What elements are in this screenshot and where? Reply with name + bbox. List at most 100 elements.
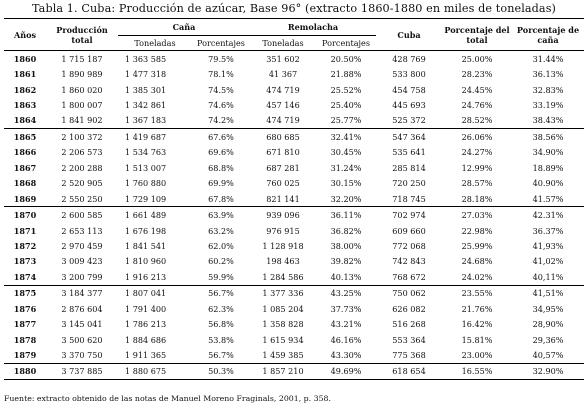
table-row: 1868 2 520 905 1 760 880 69.9% 760 025 30.15%… <box>4 176 584 191</box>
porcentaje-total-cell: 12.99% <box>461 162 493 173</box>
porcentaje-total-cell: 24.76% <box>461 100 493 111</box>
porcentaje-total-cell: 25.00% <box>461 53 493 64</box>
porcentaje-cana-cell: 18.89% <box>532 162 564 173</box>
cana-toneladas-cell: 1 661 489 <box>118 206 192 223</box>
cana-porcentaje-cell: 69.6% <box>208 147 234 158</box>
cuba-cell: 768 672 <box>392 271 426 282</box>
remolacha-toneladas-cell: 1 358 828 <box>262 319 304 330</box>
porcentaje-total-cell: 24.02% <box>461 271 493 282</box>
sugar-production-table: Años Producción total Caña Remolacha Cub… <box>4 18 585 381</box>
table-row: 1863 1 800 007 1 342 861 74.6% 457 146 25.40%… <box>4 97 584 112</box>
produccion-cell: 3 009 423 <box>61 256 103 267</box>
header-remolacha: Remolacha <box>250 18 377 36</box>
produccion-cell: 3 184 377 <box>46 284 118 301</box>
remolacha-porcentaje-cell: 36.11% <box>316 206 377 223</box>
header-porcentaje-cana: Porcentaje de caña <box>516 24 580 45</box>
porcentaje-total-cell: 28.57% <box>461 178 493 189</box>
cana-porcentaje-cell: 74.6% <box>208 100 234 111</box>
remolacha-porcentaje-cell: 43.21% <box>330 319 362 330</box>
cana-porcentaje-cell: 68.8% <box>208 162 234 173</box>
cana-porcentaje-cell: 59.9% <box>208 271 234 282</box>
cuba-cell: 775 368 <box>392 350 426 361</box>
produccion-cell: 1 841 902 <box>61 115 103 126</box>
porcentaje-cana-cell: 40,11% <box>532 271 564 282</box>
table-row: 1870 2 600 585 1 661 489 63.9% 939 096 36.11%… <box>4 206 585 223</box>
remolacha-toneladas-cell: 680 685 <box>250 128 317 145</box>
header-cana: Caña <box>118 18 251 36</box>
cana-porcentaje-cell: 74.5% <box>208 84 234 95</box>
cuba-cell: 516 268 <box>392 319 426 330</box>
year-cell: 1873 <box>13 256 37 267</box>
porcentaje-cana-cell: 28,90% <box>532 319 564 330</box>
remolacha-porcentaje-cell: 46.16% <box>330 334 362 345</box>
cana-porcentaje-cell: 56.7% <box>208 350 234 361</box>
cana-toneladas-cell: 1 807 041 <box>118 284 192 301</box>
cana-toneladas-cell: 1 385 301 <box>125 84 167 95</box>
cuba-cell: 454 758 <box>392 84 426 95</box>
year-cell: 1860 <box>13 53 37 64</box>
header-anos: Años <box>13 29 37 40</box>
remolacha-porcentaje-cell: 49.69% <box>316 362 377 381</box>
year-cell: 1864 <box>13 115 37 126</box>
porcentaje-cana-cell: 36.37% <box>532 225 564 236</box>
source-note: Fuente: extracto obtenido de las notas d… <box>4 394 331 403</box>
remolacha-toneladas-cell: 41 367 <box>268 69 298 80</box>
remolacha-porcentaje-cell: 32.20% <box>330 193 362 204</box>
porcentaje-total-cell: 23.00% <box>461 350 493 361</box>
cana-porcentaje-cell: 60.2% <box>208 256 234 267</box>
cuba-cell: 535 641 <box>392 147 426 158</box>
porcentaje-total-cell: 21.76% <box>461 303 493 314</box>
porcentaje-total-cell: 26.06% <box>442 128 513 145</box>
cuba-cell: 720 250 <box>392 178 426 189</box>
produccion-cell: 3 200 799 <box>61 271 103 282</box>
year-cell: 1880 <box>4 362 46 381</box>
remolacha-toneladas-cell: 198 463 <box>266 256 300 267</box>
remolacha-toneladas-cell: 1 459 385 <box>262 350 304 361</box>
table-row: 1875 3 184 377 1 807 041 56.7% 1 377 336 43.2… <box>4 284 585 301</box>
porcentaje-cana-cell: 40,57% <box>532 350 564 361</box>
remolacha-porcentaje-cell: 38.00% <box>330 240 362 251</box>
remolacha-toneladas-cell: 976 915 <box>266 225 300 236</box>
porcentaje-cana-cell: 38.56% <box>512 128 585 145</box>
remolacha-porcentaje-cell: 37.73% <box>330 303 362 314</box>
table-row: 1876 2 876 604 1 791 400 62.3% 1 085 204 37.7… <box>4 301 584 316</box>
porcentaje-cana-cell: 41.57% <box>532 193 564 204</box>
remolacha-porcentaje-cell: 25.52% <box>330 84 362 95</box>
table-row: 1861 1 890 989 1 477 318 78.1% 41 367 21.88% 5… <box>4 66 584 81</box>
remolacha-porcentaje-cell: 25.77% <box>330 115 362 126</box>
year-cell: 1874 <box>13 271 37 282</box>
porcentaje-total-cell: 16.42% <box>461 319 493 330</box>
produccion-cell: 2 200 288 <box>61 162 103 173</box>
table-row: 1866 2 206 573 1 534 763 69.6% 671 810 30.45%… <box>4 145 584 160</box>
table-row: 1862 1 860 020 1 385 301 74.5% 474 719 25.52%… <box>4 82 584 97</box>
table-row: 1871 2 653 113 1 676 198 63.2% 976 915 36.82%… <box>4 223 584 238</box>
cana-toneladas-cell: 1 367 183 <box>125 115 167 126</box>
remolacha-toneladas-cell: 1 085 204 <box>262 303 304 314</box>
porcentaje-total-cell: 28.23% <box>461 69 493 80</box>
produccion-cell: 2 520 905 <box>61 178 103 189</box>
cana-toneladas-cell: 1 791 400 <box>125 303 167 314</box>
header-remolacha-porcentajes: Porcentajes <box>322 38 370 48</box>
produccion-cell: 1 800 007 <box>61 100 103 111</box>
cana-toneladas-cell: 1 760 880 <box>125 178 167 189</box>
porcentaje-total-cell: 28.52% <box>461 115 493 126</box>
cana-porcentaje-cell: 56.7% <box>192 284 251 301</box>
cana-toneladas-cell: 1 477 318 <box>125 69 167 80</box>
remolacha-porcentaje-cell: 32.41% <box>316 128 377 145</box>
cana-porcentaje-cell: 62.0% <box>208 240 234 251</box>
table-row: 1865 2 100 372 1 419 687 67.6% 680 685 32.41%… <box>4 128 585 145</box>
table-row: 1873 3 009 423 1 810 960 60.2% 198 463 39.82%… <box>4 254 584 269</box>
porcentaje-cana-cell: 38.43% <box>532 115 564 126</box>
cana-porcentaje-cell: 53.8% <box>208 334 234 345</box>
cuba-cell: 750 062 <box>376 284 443 301</box>
cuba-cell: 285 814 <box>392 162 426 173</box>
porcentaje-cana-cell: 41,51% <box>512 284 585 301</box>
remolacha-porcentaje-cell: 39.82% <box>330 256 362 267</box>
header-remolacha-toneladas: Toneladas <box>262 38 304 48</box>
cana-porcentaje-cell: 67.8% <box>208 193 234 204</box>
porcentaje-total-cell: 28.18% <box>461 193 493 204</box>
remolacha-toneladas-cell: 760 025 <box>266 178 300 189</box>
porcentaje-cana-cell: 41,93% <box>532 240 564 251</box>
year-cell: 1863 <box>13 100 37 111</box>
header-porcentaje-total: Porcentaje del total <box>444 24 510 45</box>
